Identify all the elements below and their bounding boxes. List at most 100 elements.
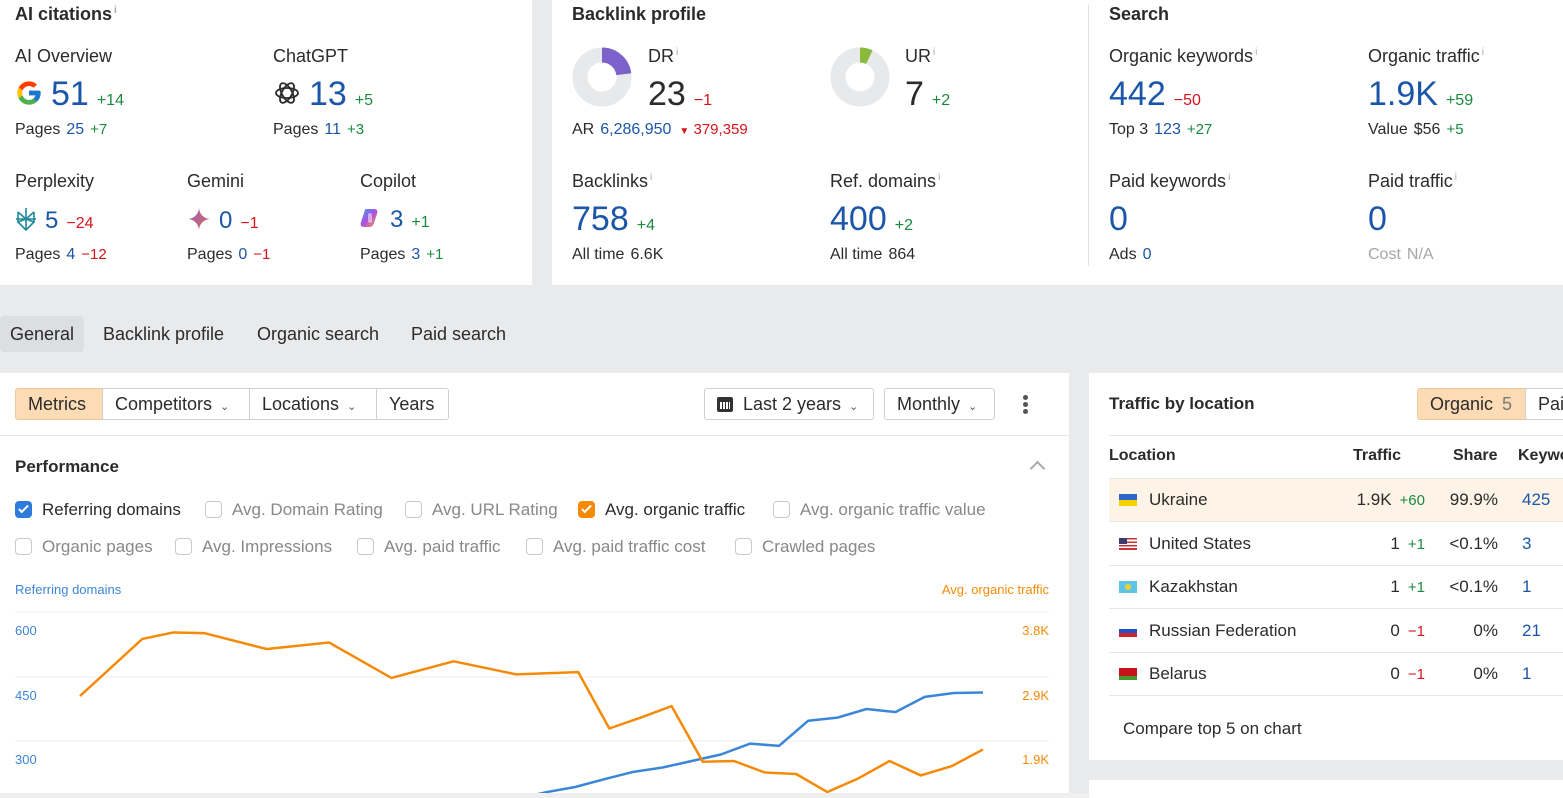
performance-card bbox=[0, 373, 1069, 798]
traffic-cell: 1 +1 bbox=[1390, 533, 1425, 553]
ref-domains-label: Ref. domains i bbox=[830, 171, 941, 191]
tab-general[interactable]: General bbox=[0, 316, 85, 352]
copilot-label: Copilot bbox=[360, 171, 417, 191]
organic-tab[interactable]: Organic 5 bbox=[1417, 388, 1526, 420]
flag-by-icon bbox=[1119, 668, 1137, 680]
checkbox-organic-pages[interactable]: Organic pages bbox=[15, 537, 153, 557]
flag-ru-icon bbox=[1119, 624, 1137, 637]
donut-fill bbox=[859, 47, 873, 65]
tab-organic-search[interactable]: Organic search bbox=[257, 324, 380, 344]
organic-traffic-value[interactable]: 1.9K +59 bbox=[1368, 75, 1474, 113]
backlinks-value[interactable]: 758 +4 bbox=[572, 200, 655, 238]
more-options-icon[interactable] bbox=[1022, 394, 1030, 416]
table-row[interactable]: Kazakhstan 1 +1 <0.1% 1 bbox=[1109, 566, 1563, 609]
tab-backlink-profile[interactable]: Backlink profile bbox=[103, 324, 225, 344]
info-icon[interactable]: i bbox=[1454, 172, 1457, 183]
checkbox-crawled-pages[interactable]: Crawled pages bbox=[735, 537, 875, 557]
column-header-location: Location bbox=[1109, 447, 1176, 464]
right-axis-title: Avg. organic traffic bbox=[941, 582, 1049, 597]
years-segment[interactable]: Years bbox=[376, 388, 449, 420]
flag-ua-icon bbox=[1119, 494, 1137, 506]
table-row[interactable]: Ukraine 1.9K +60 99.9% 425 bbox=[1109, 479, 1563, 522]
keywords-cell[interactable]: 21 bbox=[1522, 620, 1541, 640]
paid-keywords-value[interactable]: 0 bbox=[1109, 200, 1128, 238]
checkbox-avg-domain-rating[interactable]: Avg. Domain Rating bbox=[205, 500, 383, 520]
column-header-traffic[interactable]: Traffic bbox=[1353, 447, 1402, 464]
copilot-pages: Pages 3 +1 bbox=[360, 246, 444, 263]
table-row[interactable]: United States 1 +1 <0.1% 3 bbox=[1109, 523, 1563, 566]
search-title: Search bbox=[1109, 4, 1170, 24]
checkbox-referring-domains[interactable]: Referring domains bbox=[15, 500, 181, 520]
perplexity-value[interactable]: 5 −24 bbox=[15, 207, 94, 236]
checkbox-avg-paid-traffic-cost[interactable]: Avg. paid traffic cost bbox=[526, 537, 705, 557]
ai-overview-label: AI Overview bbox=[15, 46, 113, 66]
checkbox-avg-organic-traffic[interactable]: Avg. organic traffic bbox=[578, 500, 745, 520]
info-icon[interactable]: i bbox=[676, 47, 679, 58]
copilot-value[interactable]: 3 +1 bbox=[360, 207, 430, 234]
paid-traffic-label: Paid traffic i bbox=[1368, 171, 1457, 191]
organic-traffic-label: Organic traffic i bbox=[1368, 46, 1484, 66]
date-range-dropdown[interactable]: Last 2 years ⌄ bbox=[704, 388, 874, 420]
interval-dropdown[interactable]: Monthly ⌄ bbox=[884, 388, 995, 420]
organic-keywords-value[interactable]: 442 −50 bbox=[1109, 75, 1201, 113]
metrics-segment[interactable]: Metrics bbox=[15, 388, 103, 420]
location-cell[interactable]: Russian Federation bbox=[1119, 621, 1296, 641]
chevron-down-icon: ⌄ bbox=[849, 401, 859, 413]
section-divider bbox=[1088, 4, 1089, 266]
table-row[interactable]: Belarus 0 −1 0% 1 bbox=[1109, 653, 1563, 696]
ai-citations-card: AI citations i AI Overview 51 +14 Pages 25 +… bbox=[0, 0, 532, 285]
checkbox-avg-impressions[interactable]: Avg. Impressions bbox=[175, 537, 332, 557]
chatgpt-value[interactable]: 13 +5 bbox=[273, 77, 373, 113]
left-tick-label: 600 bbox=[15, 623, 37, 638]
series-line-referring-domains[interactable] bbox=[459, 691, 984, 793]
series-line-avg-organic-traffic[interactable] bbox=[79, 631, 984, 793]
keywords-cell[interactable]: 425 bbox=[1522, 490, 1551, 509]
traffic-cell: 1.9K +60 bbox=[1356, 490, 1425, 509]
location-cell[interactable]: Belarus bbox=[1119, 664, 1207, 684]
down-triangle-icon: ▼ bbox=[679, 126, 690, 137]
info-icon[interactable]: i bbox=[1255, 47, 1258, 58]
checkbox-avg-url-rating[interactable]: Avg. URL Rating bbox=[405, 500, 558, 520]
info-icon[interactable]: i bbox=[114, 5, 117, 16]
column-header-keywords[interactable]: Keywords bbox=[1518, 447, 1563, 464]
calendar-icon bbox=[717, 397, 733, 412]
column-header-share[interactable]: Share bbox=[1453, 447, 1498, 464]
organic-keywords-label: Organic keywords i bbox=[1109, 46, 1258, 66]
info-icon[interactable]: i bbox=[933, 47, 936, 58]
bottom-band bbox=[0, 793, 1563, 798]
keywords-cell[interactable]: 1 bbox=[1522, 664, 1532, 683]
cost-row: Cost N/A bbox=[1368, 246, 1434, 263]
ar-row: AR 6,286,950 ▼ 379,359 bbox=[572, 121, 748, 138]
info-icon[interactable]: i bbox=[650, 172, 653, 183]
paid-tab[interactable]: Paid bbox=[1525, 388, 1563, 420]
share-cell: 0% bbox=[1473, 620, 1498, 640]
info-icon[interactable]: i bbox=[1481, 47, 1484, 58]
locations-segment[interactable]: Locations ⌄ bbox=[249, 388, 377, 420]
right-tick-label: 1.9K bbox=[1022, 752, 1049, 767]
gemini-value[interactable]: 0 −1 bbox=[187, 207, 259, 236]
backlink-search-card: Backlink profile DR i 23 −1 AR 6,286,950 ▼ 3… bbox=[552, 0, 1563, 285]
info-icon[interactable]: i bbox=[938, 172, 941, 183]
location-cell[interactable]: United States bbox=[1119, 534, 1251, 554]
tab-paid-search[interactable]: Paid search bbox=[411, 324, 507, 344]
chevron-down-icon: ⌄ bbox=[220, 401, 230, 413]
google-icon bbox=[15, 79, 43, 113]
keywords-cell[interactable]: 1 bbox=[1522, 577, 1532, 596]
gemini-pages: Pages 0 −1 bbox=[187, 246, 271, 263]
info-icon[interactable]: i bbox=[1228, 172, 1231, 183]
table-row[interactable]: Russian Federation 0 −1 0% 21 bbox=[1109, 610, 1563, 653]
traffic-by-location-title: Traffic by location bbox=[1109, 394, 1255, 413]
competitors-segment[interactable]: Competitors ⌄ bbox=[102, 388, 250, 420]
performance-title: Performance bbox=[15, 457, 119, 476]
checkbox-avg-organic-traffic-value[interactable]: Avg. organic traffic value bbox=[773, 500, 986, 520]
ref-domains-value[interactable]: 400 +2 bbox=[830, 200, 913, 238]
keywords-cell[interactable]: 3 bbox=[1522, 533, 1532, 553]
location-cell[interactable]: Ukraine bbox=[1119, 490, 1208, 510]
perplexity-icon bbox=[15, 207, 37, 236]
compare-top5-link[interactable]: Compare top 5 on chart bbox=[1123, 719, 1302, 738]
location-cell[interactable]: Kazakhstan bbox=[1119, 577, 1238, 597]
paid-traffic-value[interactable]: 0 bbox=[1368, 200, 1387, 238]
checkbox-avg-paid-traffic[interactable]: Avg. paid traffic bbox=[357, 537, 501, 557]
ai-overview-pages: Pages 25 +7 bbox=[15, 121, 108, 138]
ai-overview-value[interactable]: 51 +14 bbox=[15, 77, 124, 113]
